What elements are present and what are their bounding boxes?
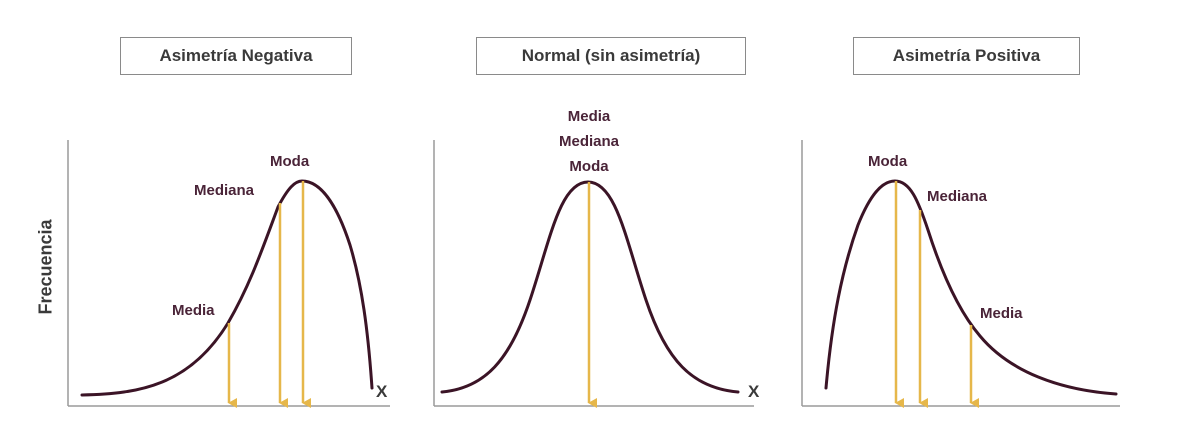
mediana-label: Mediana bbox=[559, 133, 620, 150]
mediana-label: Mediana bbox=[194, 182, 255, 199]
panel-normal: Media Mediana Moda X bbox=[433, 108, 760, 408]
mediana-label: Mediana bbox=[927, 188, 988, 205]
media-label: Media bbox=[980, 305, 1023, 322]
title-positive-skew: Asimetría Positiva bbox=[853, 37, 1080, 75]
title-negative-skew: Asimetría Negativa bbox=[120, 37, 352, 75]
media-label: Media bbox=[568, 108, 611, 125]
panel-negative-skew: Media Mediana Moda X bbox=[67, 140, 390, 408]
x-axis-label: X bbox=[748, 382, 760, 401]
moda-label: Moda bbox=[270, 153, 310, 170]
distribution-curve bbox=[824, 179, 1118, 396]
title-normal: Normal (sin asimetría) bbox=[476, 37, 746, 75]
panel-positive-skew: Moda Mediana Media bbox=[801, 140, 1120, 408]
distribution-curve bbox=[80, 179, 374, 397]
moda-label: Moda bbox=[868, 153, 908, 170]
media-label: Media bbox=[172, 302, 215, 319]
x-axis-label: X bbox=[376, 382, 388, 401]
moda-label: Moda bbox=[569, 158, 609, 175]
